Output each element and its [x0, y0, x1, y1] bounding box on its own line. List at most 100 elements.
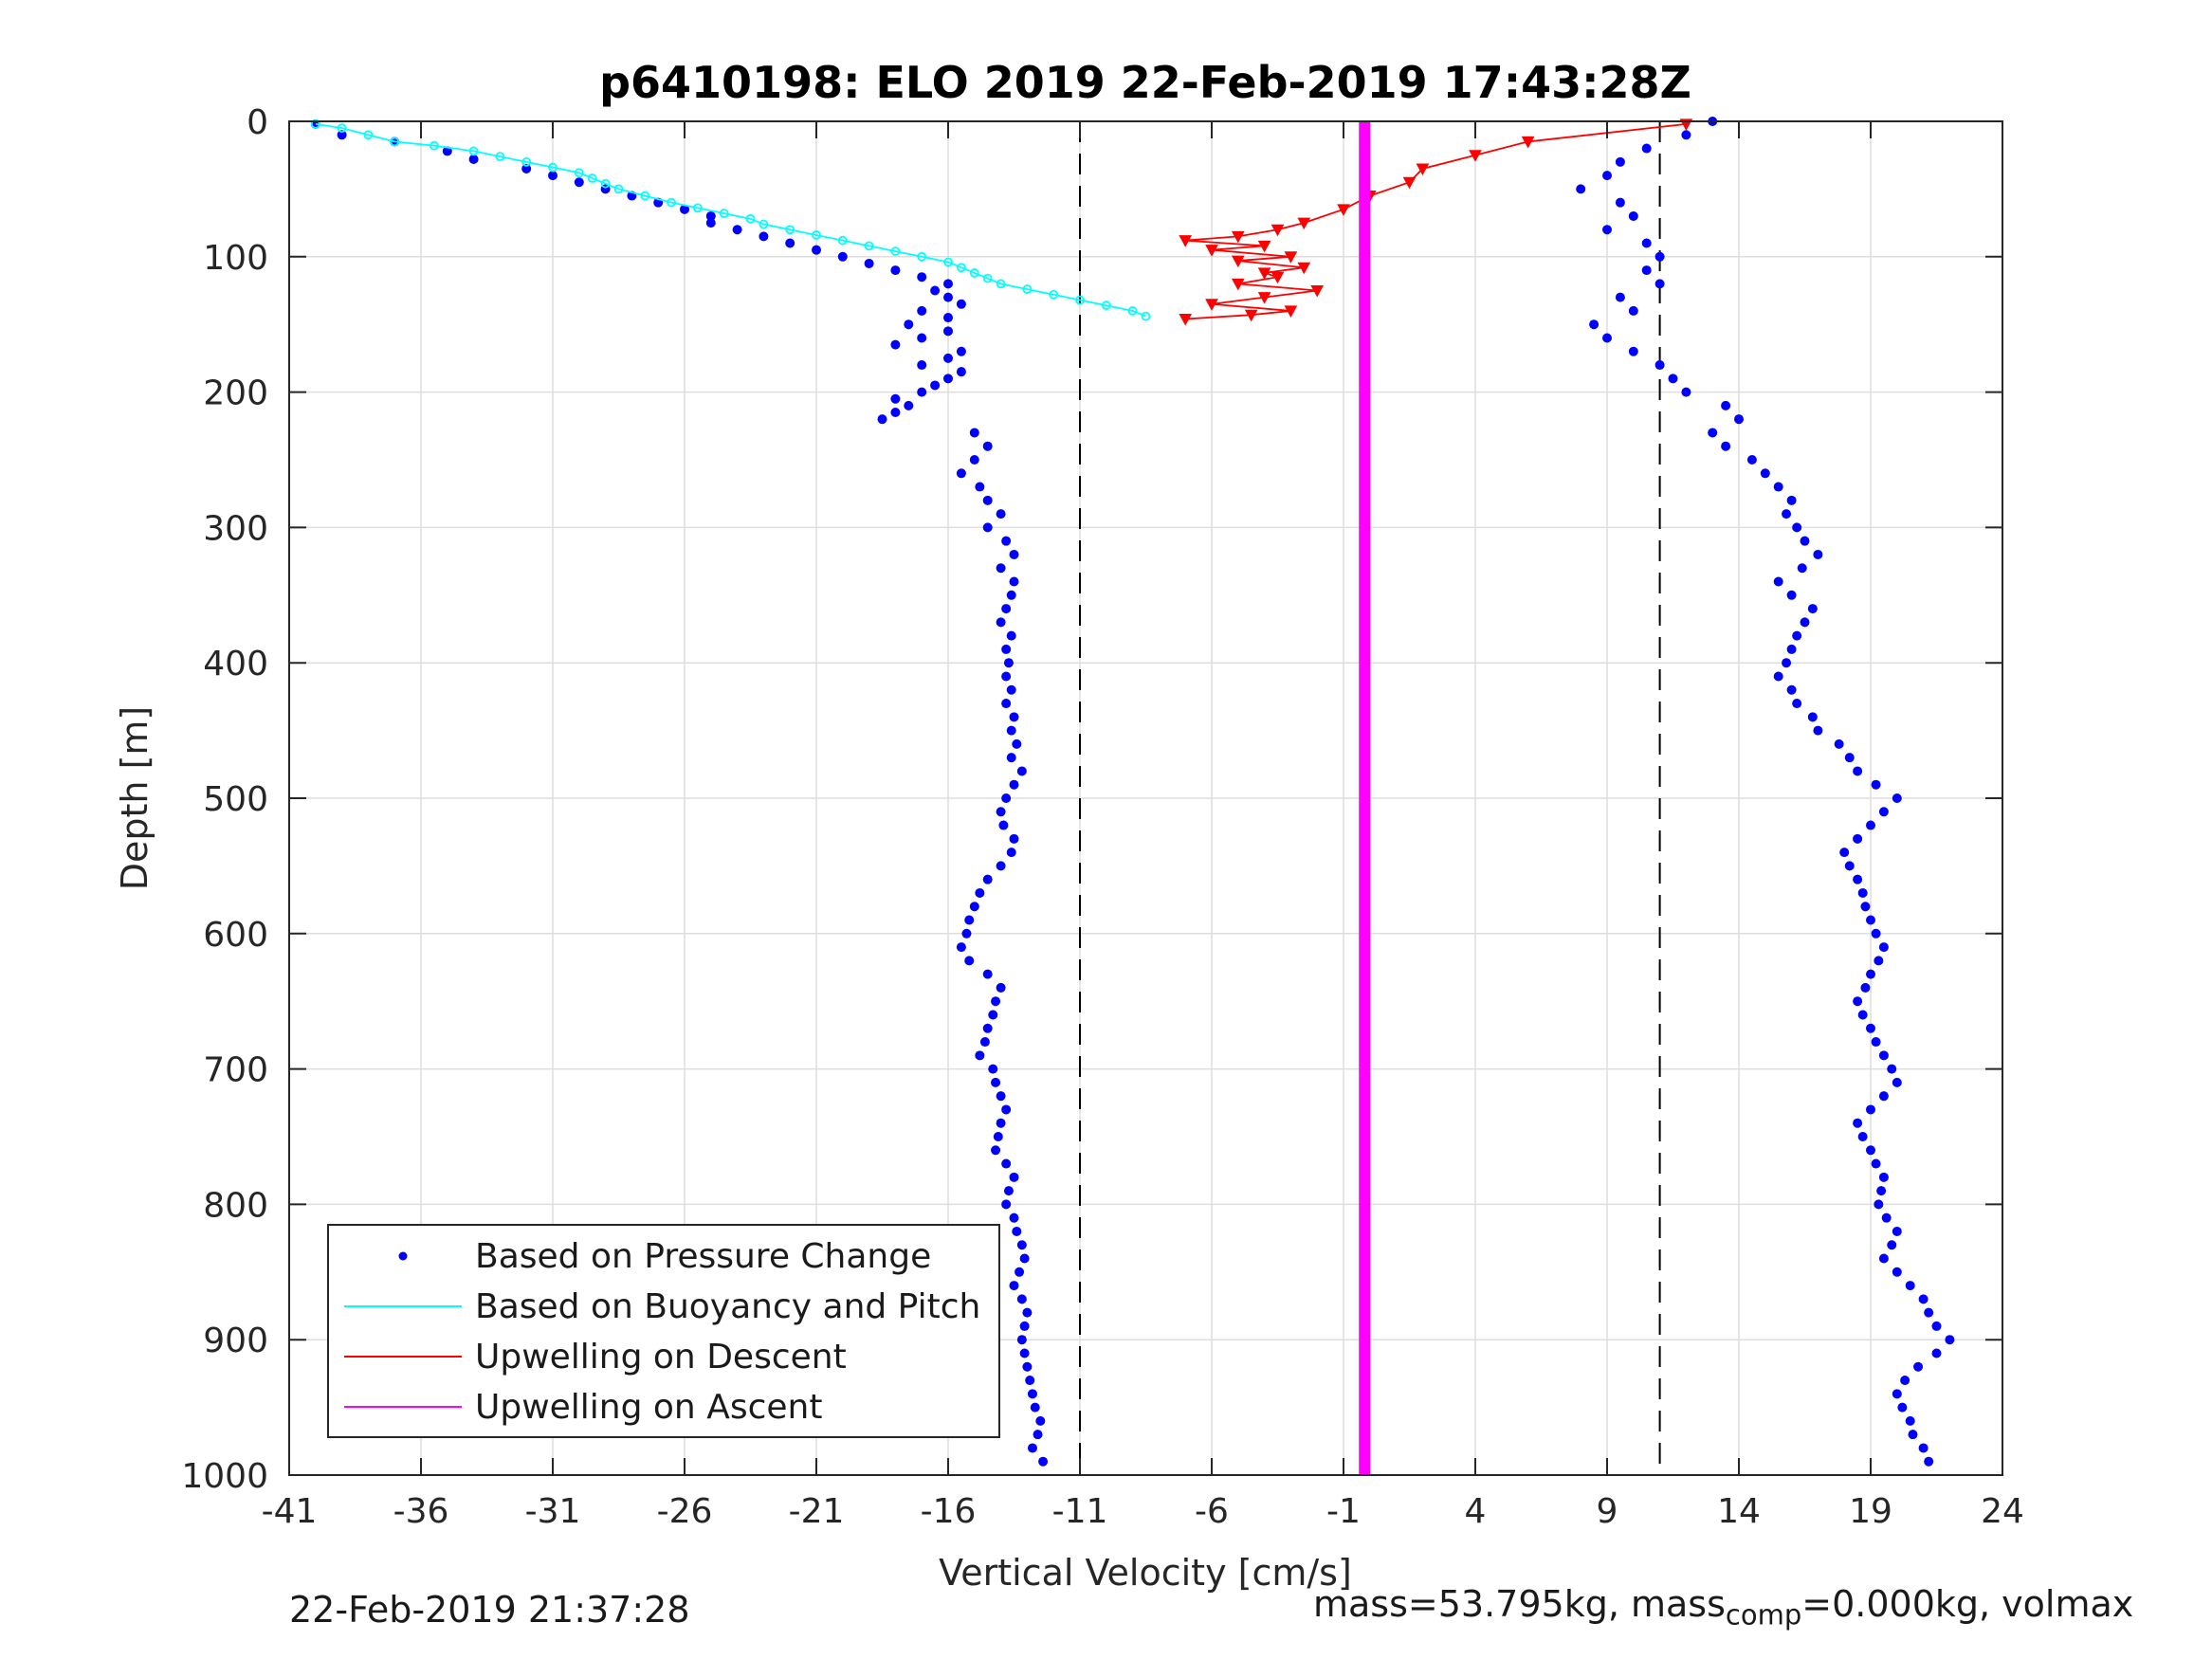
pressure-dot — [1878, 1091, 1889, 1102]
pressure-dot — [1871, 779, 1881, 790]
pressure-dot — [1866, 915, 1875, 925]
pressure-dot — [1001, 536, 1012, 546]
pressure-dot — [991, 996, 1001, 1007]
pressure-dot — [943, 353, 953, 363]
pressure-dot — [548, 171, 558, 181]
pressure-dot — [1892, 1267, 1902, 1277]
pressure-dot — [1908, 1430, 1918, 1440]
pressure-dot — [1019, 1253, 1030, 1264]
pressure-dot — [1009, 549, 1019, 559]
pressure-dot — [890, 339, 901, 350]
pressure-dot — [1782, 658, 1792, 668]
upwelling-descent-point — [1469, 150, 1482, 162]
pressure-dot — [1681, 130, 1691, 140]
pressure-dot — [996, 509, 1006, 520]
x-tick-label: 19 — [1849, 1492, 1892, 1531]
pressure-dot — [996, 1118, 1006, 1128]
plot-content — [310, 117, 1955, 1475]
upwelling-descent-point — [1257, 292, 1271, 304]
buoyancy-point — [943, 257, 953, 267]
pressure-dot — [1033, 1430, 1043, 1440]
pressure-dot — [996, 617, 1006, 628]
pressure-dot — [969, 455, 979, 465]
pressure-dot — [1006, 753, 1016, 763]
pressure-dot — [1009, 712, 1019, 722]
pressure-dot — [337, 130, 347, 140]
pressure-dot — [574, 177, 584, 188]
pressure-dot — [1871, 1037, 1881, 1048]
buoyancy-point — [759, 219, 769, 229]
pressure-dot — [1918, 1294, 1929, 1304]
upwelling-descent-point — [1337, 204, 1350, 216]
pressure-dot — [1786, 495, 1797, 505]
footer-mass-tail: =0.000kg, volmax — [1801, 1583, 2134, 1625]
buoyancy-point — [521, 156, 532, 167]
pressure-dot — [759, 231, 769, 242]
pressure-dot — [1602, 171, 1612, 181]
pressure-dot — [1001, 1104, 1012, 1115]
pressure-dot — [1721, 400, 1731, 410]
buoyancy-point — [587, 173, 597, 183]
series-upwelling-descent — [1179, 118, 1693, 326]
buoyancy-point — [957, 263, 966, 273]
pressure-dot — [1016, 766, 1027, 776]
pressure-dot — [1001, 604, 1012, 614]
pressure-dot — [982, 495, 993, 505]
pressure-dot — [961, 928, 972, 939]
pressure-dot — [1892, 1226, 1902, 1236]
pressure-dot — [1857, 1010, 1868, 1020]
buoyancy-point — [600, 178, 611, 189]
upwelling-descent-point — [1257, 267, 1271, 280]
buoyancy-point — [996, 279, 1006, 289]
pressure-dot — [988, 1064, 998, 1074]
pressure-dot — [1853, 766, 1863, 776]
pressure-dot — [1871, 1158, 1881, 1169]
pressure-dot — [1001, 1199, 1012, 1210]
pressure-dot — [1813, 549, 1823, 559]
pressure-dot — [1708, 428, 1718, 438]
pressure-dot — [1797, 563, 1807, 574]
buoyancy-point — [719, 209, 729, 219]
y-tick-label: 700 — [203, 1051, 268, 1090]
pressure-dot — [956, 367, 966, 377]
legend-label: Based on Pressure Change — [475, 1237, 931, 1276]
pressure-dot — [837, 251, 848, 262]
pressure-dot — [943, 313, 953, 323]
buoyancy-point — [468, 146, 479, 156]
buoyancy-point — [969, 268, 979, 278]
pressure-dot — [1931, 1348, 1942, 1358]
pressure-dot — [975, 1050, 985, 1061]
pressure-dot — [982, 441, 993, 451]
pressure-dot — [1834, 738, 1844, 749]
pressure-dot — [1900, 1376, 1910, 1386]
pressure-dot — [1905, 1281, 1915, 1291]
pressure-dot — [943, 292, 953, 302]
pressure-dot — [917, 272, 927, 283]
pressure-dot — [1844, 753, 1855, 763]
pressure-dot — [1009, 1212, 1019, 1223]
upwelling-descent-point — [1205, 299, 1218, 311]
buoyancy-point — [667, 197, 676, 208]
buoyancy-point — [837, 235, 848, 246]
upwelling-descent-point — [1297, 217, 1311, 230]
y-tick-label: 800 — [203, 1186, 268, 1225]
pressure-dot — [1918, 1443, 1929, 1453]
pressure-dot — [996, 1091, 1006, 1102]
pressure-dot — [1874, 956, 1884, 966]
pressure-dot — [1016, 1294, 1027, 1304]
buoyancy-point — [890, 246, 901, 256]
pressure-dot — [1615, 197, 1625, 208]
pressure-dot — [1027, 1443, 1037, 1453]
buoyancy-point — [640, 191, 650, 201]
pressure-dot — [1892, 793, 1902, 803]
footer-mass-sub: comp — [1725, 1598, 1802, 1632]
series-buoyancy-pitch — [310, 118, 1151, 321]
pressure-dot — [1860, 982, 1871, 993]
pressure-dot — [930, 380, 941, 391]
pressure-dot — [982, 522, 993, 533]
legend-label: Upwelling on Descent — [475, 1338, 847, 1376]
pressure-dot — [1001, 699, 1012, 709]
pressure-dot — [1782, 509, 1792, 520]
pressure-dot — [1786, 590, 1797, 600]
pressure-dot — [1602, 225, 1612, 235]
